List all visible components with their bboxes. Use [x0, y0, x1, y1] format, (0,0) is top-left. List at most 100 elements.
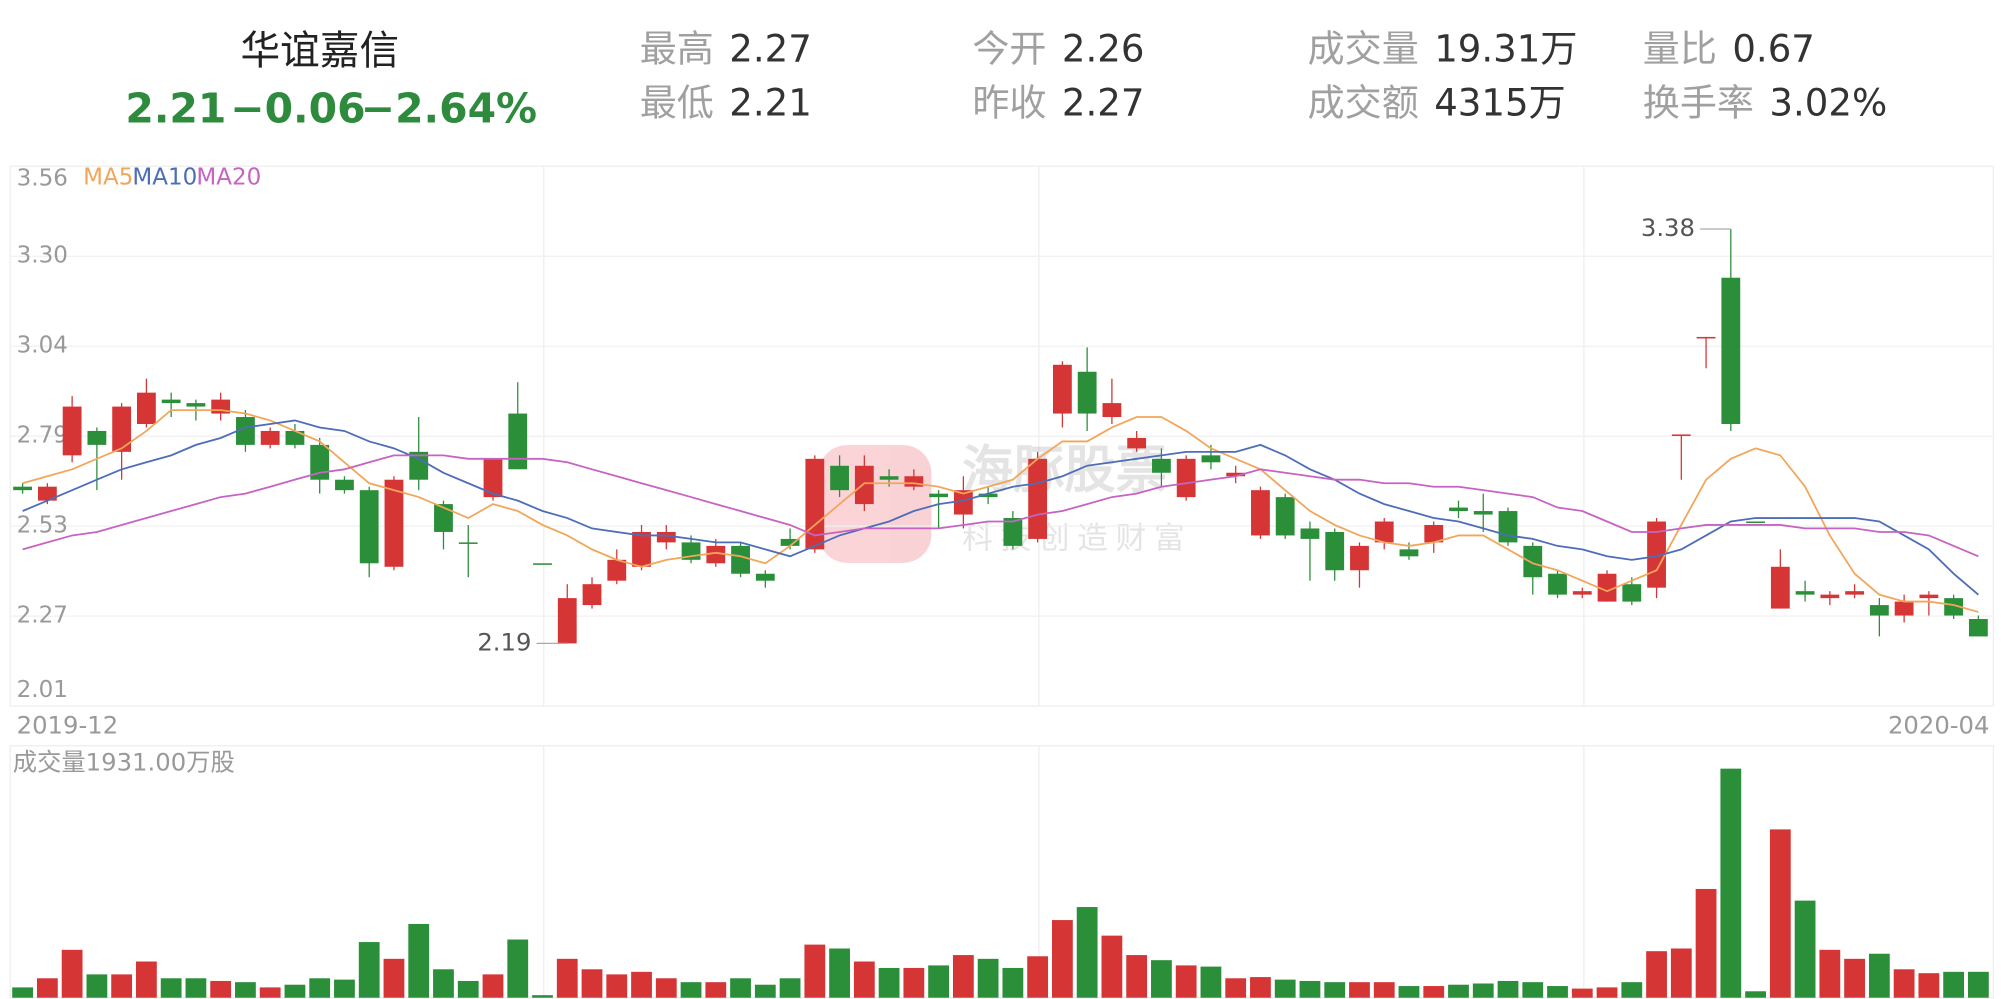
stat-value: 2.26	[1062, 28, 1145, 71]
volume-bar	[1472, 983, 1494, 998]
candle-body	[434, 504, 453, 532]
volume-bar	[1051, 920, 1073, 998]
candle-body	[1622, 584, 1642, 602]
candle-body	[1944, 598, 1964, 616]
candle-body	[582, 584, 602, 606]
price-change: −0.06	[230, 84, 365, 132]
candle-body	[1028, 458, 1048, 539]
volume-bar	[111, 974, 133, 998]
volume-bar	[1398, 986, 1420, 998]
x-label-end: 2020-04	[1888, 711, 1990, 740]
volume-bar	[1794, 900, 1816, 998]
candle-body	[483, 458, 503, 498]
volume-bar	[1175, 965, 1197, 998]
candle-body	[1647, 521, 1666, 588]
volume-bar	[1151, 960, 1172, 998]
volume-bar	[1967, 971, 1989, 998]
volume-bar	[160, 978, 182, 998]
y-tick-label: 2.79	[17, 423, 68, 449]
volume-bar	[1002, 967, 1024, 998]
volume-bar	[1918, 973, 1940, 998]
extreme-label: 2.19	[477, 627, 531, 656]
volume-bar	[804, 944, 826, 998]
candle-body	[458, 542, 478, 544]
volume-bar	[1200, 966, 1222, 998]
price: 2.21	[125, 84, 226, 132]
candle-body	[953, 490, 973, 515]
volume-title: 成交量1931.00万股	[13, 748, 235, 777]
candle-body	[1350, 545, 1369, 571]
volume-bar	[1868, 953, 1890, 998]
volume-bar	[1670, 948, 1692, 998]
candle-body	[1176, 458, 1196, 498]
stat-value: 2.27	[1062, 81, 1145, 124]
candle-body	[1746, 521, 1765, 524]
volume-bar	[1769, 829, 1791, 998]
volume-bar	[334, 979, 355, 998]
candle-body	[1424, 524, 1444, 543]
candle-body	[1127, 437, 1147, 449]
candle-body	[409, 451, 429, 480]
stat-value: 0.67	[1732, 28, 1815, 71]
stat-label: 最高	[640, 28, 714, 71]
volume-bar	[556, 958, 578, 998]
candle-body	[335, 479, 354, 491]
candle-body	[1968, 619, 1988, 637]
candle-body	[186, 403, 206, 407]
stat-label: 最低	[640, 81, 714, 124]
candle-body	[1152, 458, 1171, 473]
candle-body	[285, 430, 305, 445]
candle-body	[1052, 364, 1072, 414]
volume-bar	[1324, 982, 1346, 998]
volume-bar	[12, 987, 34, 998]
extreme-label: 3.38	[1641, 213, 1695, 242]
candle-body	[1721, 277, 1741, 424]
volume-bar	[1423, 986, 1445, 998]
volume-bar	[581, 969, 603, 998]
volume-bar	[655, 978, 677, 998]
legend-entry: MA20	[196, 164, 261, 190]
stat-value: 2.27	[729, 28, 812, 71]
volume-bar	[61, 949, 83, 998]
volume-bar	[878, 967, 900, 998]
candle-body	[978, 493, 998, 498]
volume-bar	[952, 955, 974, 998]
volume-bar	[829, 948, 850, 998]
volume-bar	[1844, 958, 1866, 998]
candle-body	[1696, 336, 1716, 339]
stat-label: 换手率	[1643, 81, 1754, 124]
volume-bar	[1299, 980, 1321, 998]
volume-bar	[1547, 986, 1568, 998]
volume-bar	[259, 987, 281, 998]
volume-bar	[1720, 768, 1742, 998]
candle-body	[1325, 531, 1345, 571]
stat-value: 3.02%	[1769, 81, 1887, 124]
candle-body	[1795, 591, 1815, 595]
volume-bar	[482, 974, 504, 998]
volume-bar	[433, 969, 454, 998]
stat-label: 量比	[1643, 28, 1717, 71]
stat-label: 今开	[972, 28, 1046, 71]
candle-body	[1869, 605, 1889, 616]
stat-value: 2.21	[729, 81, 812, 124]
legend-entry: MA5	[83, 164, 133, 190]
candle-body	[1251, 490, 1270, 536]
volume-bar	[853, 961, 875, 998]
volume-bar	[1893, 969, 1915, 998]
stat-value: 19.31万	[1434, 28, 1577, 71]
candle-body	[13, 486, 33, 491]
candle-body	[384, 479, 404, 567]
volume-bar	[730, 978, 751, 998]
candle-body	[656, 531, 676, 543]
volume-bar	[1943, 971, 1965, 998]
volume-bar	[1596, 987, 1618, 998]
volume-bar	[1497, 980, 1519, 998]
watermark-slogan: 科技创造财富	[962, 521, 1192, 556]
candle-body	[1572, 591, 1592, 595]
stat-label: 成交额	[1308, 81, 1419, 124]
candle-body	[780, 538, 800, 546]
candle-body	[508, 413, 528, 470]
candle-body	[1201, 455, 1221, 463]
volume-bar	[1745, 991, 1766, 998]
candle-body	[310, 444, 330, 480]
